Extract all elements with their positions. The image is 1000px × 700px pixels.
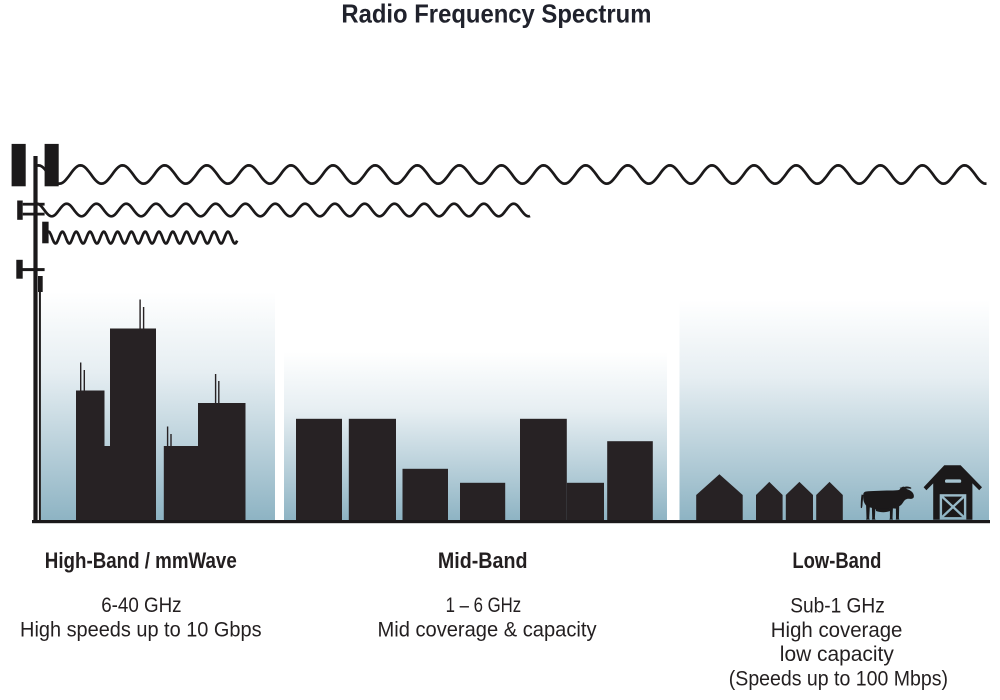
svg-text:High-Band / mmWave: High-Band / mmWave: [45, 548, 237, 573]
svg-text:High speeds up to 10 Gbps: High speeds up to 10 Gbps: [20, 617, 262, 641]
svg-text:Radio Frequency Spectrum: Radio Frequency Spectrum: [341, 0, 651, 28]
svg-text:Sub-1 GHz: Sub-1 GHz: [790, 594, 885, 618]
svg-text:Mid coverage & capacity: Mid coverage & capacity: [378, 617, 597, 641]
svg-text:low capacity: low capacity: [780, 642, 894, 666]
svg-text:(Speeds up to 100 Mbps): (Speeds up to 100 Mbps): [729, 666, 948, 690]
svg-text:6-40 GHz: 6-40 GHz: [101, 593, 181, 617]
svg-text:Mid-Band: Mid-Band: [438, 548, 528, 573]
svg-text:Low-Band: Low-Band: [792, 548, 881, 573]
svg-text:High coverage: High coverage: [771, 618, 903, 642]
svg-text:1 – 6 GHz: 1 – 6 GHz: [446, 593, 522, 617]
